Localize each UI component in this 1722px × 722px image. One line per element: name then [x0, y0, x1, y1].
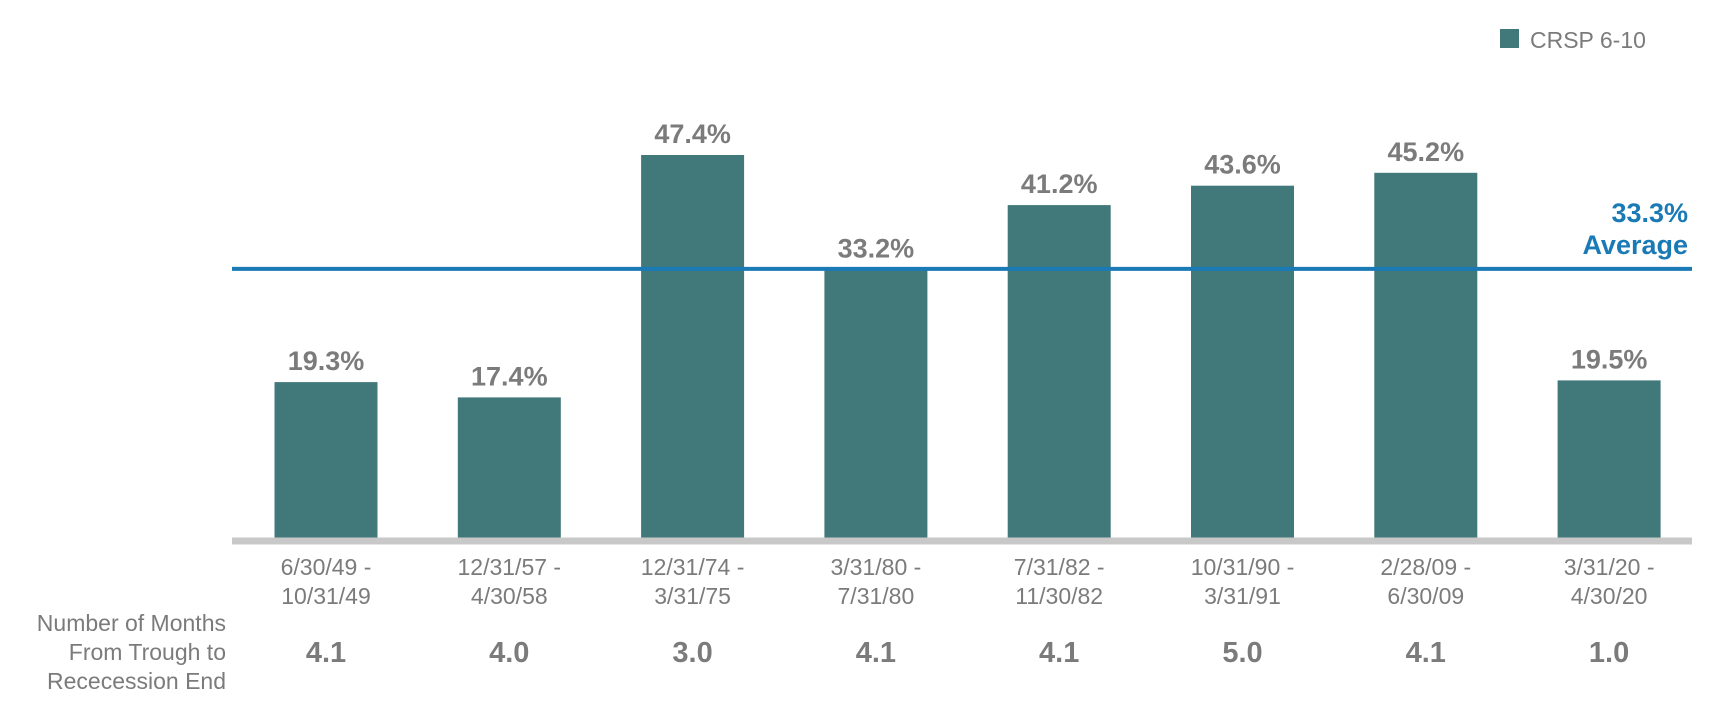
bar-7 — [1374, 172, 1478, 539]
months-row-label-line-1: Number of Months — [37, 610, 226, 636]
months-value-1: 4.1 — [306, 637, 346, 669]
bar-8 — [1557, 380, 1661, 538]
bar-value-label-8: 19.5% — [1571, 344, 1648, 374]
bar-value-label-4: 33.2% — [838, 234, 915, 264]
months-value-4: 4.1 — [856, 637, 896, 669]
bar-value-label-2: 17.4% — [471, 361, 548, 391]
x-tick-label-5-line-2: 11/30/82 — [1015, 583, 1103, 609]
bars-group: 19.3% 17.4% 47.4% 33.2% 41.2% 43.6% 45.2% 19.5% — [274, 119, 1661, 539]
x-tick-label-4-line-2: 7/31/80 — [838, 583, 915, 609]
months-value-5: 4.1 — [1039, 637, 1079, 669]
months-value-2: 4.0 — [489, 637, 529, 669]
x-tick-label-7-line-1: 2/28/09 - — [1380, 554, 1471, 580]
x-tick-label-2-line-2: 4/30/58 — [471, 583, 548, 609]
bar-1 — [274, 382, 378, 538]
x-tick-label-8-line-2: 4/30/20 — [1571, 583, 1648, 609]
bar-2 — [457, 397, 561, 538]
months-row-values: 4.1 4.0 3.0 4.1 4.1 5.0 4.1 1.0 — [306, 637, 1629, 669]
legend-swatch — [1500, 29, 1519, 48]
average-text-label: Average — [1582, 230, 1688, 260]
legend-label: CRSP 6-10 — [1530, 27, 1646, 53]
months-row-label-line-3: Rececession End — [47, 668, 226, 694]
bar-3 — [641, 155, 745, 538]
months-row-label-line-2: From Trough to — [69, 639, 226, 665]
months-value-3: 3.0 — [672, 637, 712, 669]
months-row-label: Number of Months From Trough to Rececessio… — [37, 610, 226, 694]
bar-value-label-3: 47.4% — [654, 119, 731, 149]
bar-4 — [824, 269, 928, 538]
average-value-label: 33.3% — [1611, 198, 1688, 228]
legend: CRSP 6-10 — [1500, 27, 1646, 53]
bar-5 — [1007, 205, 1111, 538]
bar-value-label-6: 43.6% — [1204, 150, 1281, 180]
average-label: 33.3% Average — [1582, 198, 1688, 260]
x-tick-label-3-line-1: 12/31/74 - — [641, 554, 745, 580]
months-value-8: 1.0 — [1589, 637, 1629, 669]
bar-6 — [1191, 185, 1294, 538]
x-tick-label-4-line-1: 3/31/80 - — [831, 554, 922, 580]
x-tick-label-3-line-2: 3/31/75 — [654, 583, 731, 609]
months-value-6: 5.0 — [1222, 637, 1262, 669]
x-tick-label-6-line-2: 3/31/91 — [1204, 583, 1281, 609]
x-tick-labels: 6/30/49 - 10/31/49 12/31/57 - 4/30/58 12/31/… — [281, 554, 1655, 609]
x-tick-label-7-line-2: 6/30/09 — [1387, 583, 1464, 609]
x-tick-label-5-line-1: 7/31/82 - — [1014, 554, 1105, 580]
bar-value-label-1: 19.3% — [288, 346, 365, 376]
x-tick-label-6-line-1: 10/31/90 - — [1191, 554, 1295, 580]
months-value-7: 4.1 — [1406, 637, 1446, 669]
x-tick-label-1-line-2: 10/31/49 — [281, 583, 371, 609]
bar-value-label-7: 45.2% — [1388, 137, 1465, 167]
bar-value-label-5: 41.2% — [1021, 169, 1098, 199]
x-tick-label-8-line-1: 3/31/20 - — [1564, 554, 1655, 580]
x-tick-label-1-line-1: 6/30/49 - — [281, 554, 372, 580]
x-tick-label-2-line-1: 12/31/57 - — [458, 554, 562, 580]
